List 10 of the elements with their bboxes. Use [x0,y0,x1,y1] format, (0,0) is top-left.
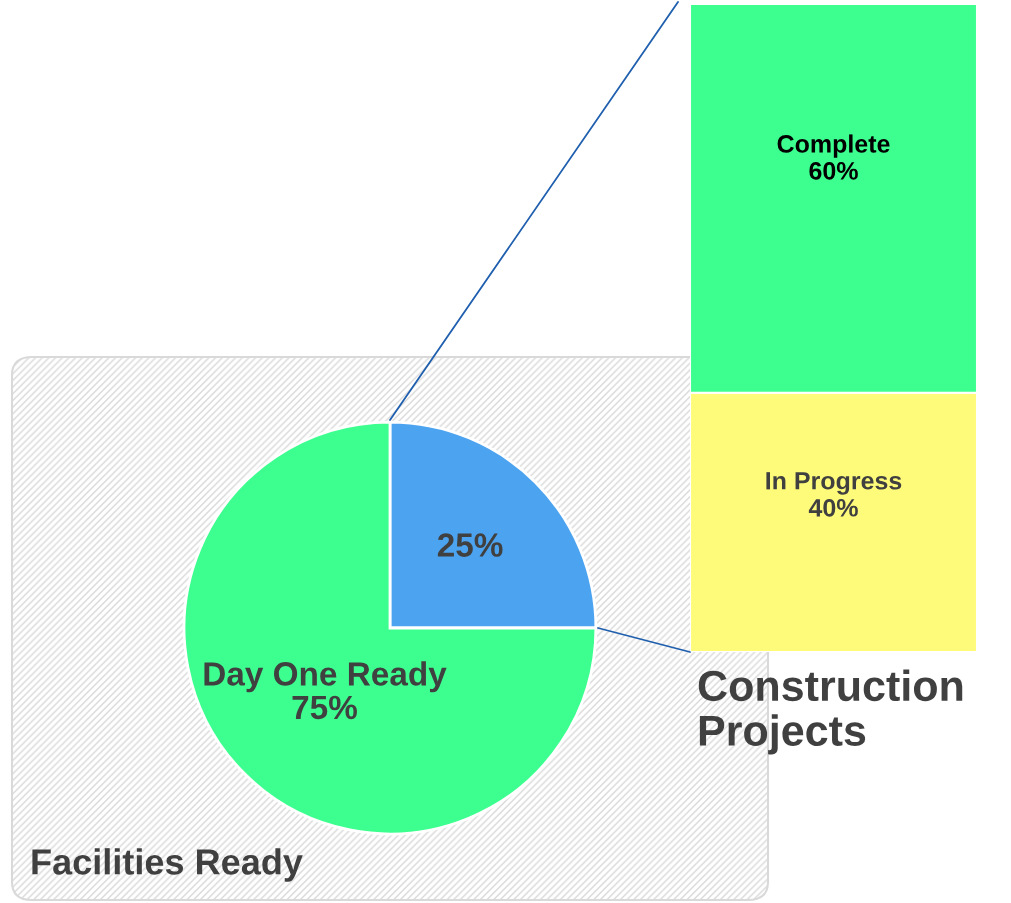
text: Facilities Ready [32,848,303,882]
data-label: 40% [808,498,858,517]
text: Construction Projects [698,669,963,755]
data-label: 60% [809,161,858,180]
pie-slice [182,420,598,836]
series-label: In Progress [766,472,902,495]
series-label: Complete [777,134,890,158]
data-label: 25% [437,533,503,557]
data-label: 75% [292,695,357,720]
slice-label: Day One Ready [204,661,447,693]
